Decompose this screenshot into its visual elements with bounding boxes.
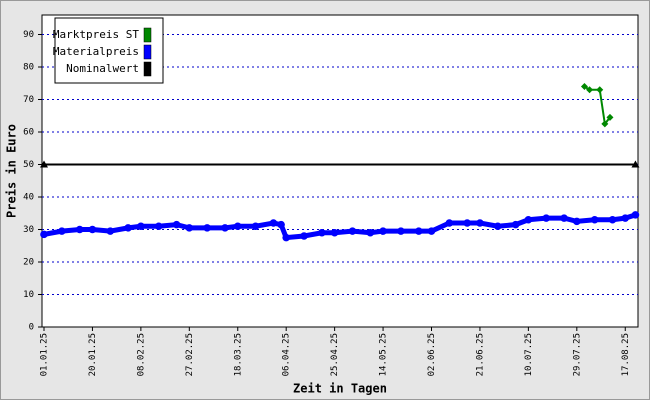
point [493,222,502,231]
point [58,227,66,235]
y-axis-title: Preis in Euro [5,124,19,218]
point [318,228,326,237]
point [608,215,617,224]
y-tick-label: 40 [23,193,34,203]
x-tick-label: 02.06.25 [427,333,437,376]
x-tick-label: 14.05.25 [379,333,389,376]
x-tick-label: 18.03.25 [233,333,243,376]
point [601,120,609,128]
legend-swatch [143,44,152,60]
legend-label: Nominalwert [66,62,139,75]
point [586,86,594,94]
point [621,214,630,222]
legend-swatch [143,27,152,43]
y-tick-label: 30 [23,225,34,235]
x-tick-label: 25.04.25 [330,333,340,376]
point [185,224,194,232]
y-tick-label: 90 [23,30,34,40]
point [596,86,604,94]
point [172,220,181,229]
point [524,215,533,224]
point [277,220,285,229]
point [330,228,339,237]
point [124,224,132,232]
x-tick-label: 21.06.25 [475,333,485,376]
point [397,227,405,235]
point [414,227,423,235]
point [88,225,97,234]
point [282,233,290,242]
point [137,222,145,231]
point [269,219,278,227]
point [203,224,211,232]
point [606,113,614,121]
y-tick-label: 80 [23,63,34,73]
y-tick-label: 10 [23,290,34,300]
point [75,225,84,234]
point [573,217,581,226]
point [463,219,471,227]
x-tick-label: 01.01.25 [40,333,50,376]
point [476,219,484,227]
point [631,211,640,219]
point [221,224,229,232]
x-tick-label: 08.02.25 [136,333,146,376]
point [445,219,454,227]
point [560,214,568,222]
x-axis-title: Zeit in Tagen [293,382,387,396]
legend-label: Marktpreis ST [53,28,139,41]
point [106,227,115,235]
point [631,160,640,168]
x-tick-label: 17.08.25 [621,333,631,376]
point [366,228,375,237]
point [590,215,599,224]
x-tick-label: 20.01.25 [88,333,98,376]
legend-label: Materialpreis [53,45,139,58]
y-tick-label: 50 [23,160,34,170]
point [40,230,48,239]
point [300,232,308,240]
point [40,160,48,168]
point [233,222,242,231]
x-tick-label: 27.02.25 [185,333,195,376]
point [348,227,357,235]
x-tick-label: 29.07.25 [572,333,582,376]
y-tick-label: 60 [23,128,34,138]
point [427,227,436,235]
point [542,214,551,222]
x-tick-label: 10.07.25 [524,333,534,376]
y-tick-label: 0 [29,323,34,333]
legend-swatch [143,61,152,77]
point [580,83,588,90]
y-tick-label: 20 [23,258,34,268]
point [154,222,163,231]
y-tick-label: 70 [23,95,34,105]
x-tick-label: 06.04.25 [282,333,292,376]
point [511,220,520,229]
point [379,227,387,235]
point [251,222,260,231]
